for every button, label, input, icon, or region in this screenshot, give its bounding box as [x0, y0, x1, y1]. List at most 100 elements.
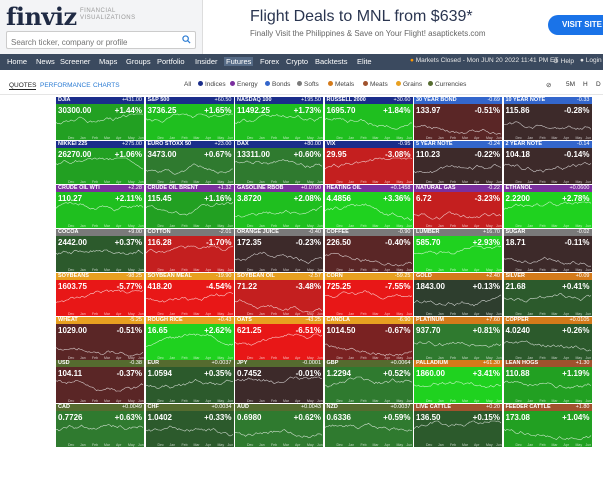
tile-soybean-oil[interactable]: SOYBEAN OIL -2.57 71.22 -3.48% Dec Jan Feb Mar A…: [235, 272, 323, 316]
filter-metals[interactable]: Metals: [328, 81, 354, 88]
tile-nikkei-225[interactable]: NIKKEI 225 +275.00 26270.00 +1.06% Dec Jan Feb…: [56, 140, 144, 184]
tile-euro-stoxx-50[interactable]: EURO STOXX 50 +23.00 3473.00 +0.67% Dec Jan Fe…: [145, 140, 234, 184]
filter-currencies[interactable]: Currencies: [428, 81, 466, 88]
tile-s-p-500[interactable]: S&P 500 +60.50 3736.25 +1.65% Dec Jan Feb Mar Ap…: [145, 97, 234, 140]
finviz-logo[interactable]: finviz: [6, 2, 77, 31]
axis-label: Feb: [450, 443, 457, 448]
nav-home[interactable]: Home: [7, 57, 28, 66]
tile-name: GASOLINE RBOB: [237, 184, 284, 191]
tile-rough-rice[interactable]: ROUGH RICE +0.43 16.65 +2.62% Dec Jan Feb Mar Ap…: [145, 316, 234, 360]
sparkline: [56, 113, 144, 125]
tile-aud[interactable]: AUD +0.0043 0.6980 +0.62% Dec Jan Feb Mar Apr May…: [235, 404, 323, 448]
tile-heating-oil[interactable]: HEATING OIL +0.1458 4.4856 +3.36% Dec Jan Feb M…: [324, 184, 413, 228]
bonds-dot-icon: [265, 81, 270, 86]
sparkline: [235, 333, 323, 346]
tile-natural-gas[interactable]: NATURAL GAS -0.22 6.72 -3.23% Dec Jan Feb Mar Ap…: [414, 184, 502, 228]
filter-meats[interactable]: Meats: [363, 81, 388, 88]
nav-futures[interactable]: Futures: [224, 57, 254, 66]
tile-10-year-note[interactable]: 10 YEAR NOTE -0.33 115.86 -0.28% Dec Jan Feb Ma…: [503, 97, 592, 140]
nav-portfolio[interactable]: Portfolio: [157, 57, 185, 66]
tile-gold[interactable]: GOLD +2.40 1843.00 +0.13% Dec Jan Feb Mar Apr May…: [414, 272, 502, 316]
tile-lumber[interactable]: LUMBER +16.70 585.70 +2.93% Dec Jan Feb Mar Apr M…: [414, 228, 502, 272]
tile-silver[interactable]: SILVER +0.09 21.68 +0.41% Dec Jan Feb Mar Apr May…: [503, 272, 592, 316]
tile-dax[interactable]: DAX +80.00 13311.00 +0.60% Dec Jan Feb Mar Apr Ma…: [235, 140, 323, 184]
tab-performance[interactable]: PERFORMANCE: [40, 82, 91, 89]
tile-live-cattle[interactable]: LIVE CATTLE +0.20 136.50 +0.15% Dec Jan Feb Mar…: [414, 404, 502, 448]
advertisement[interactable]: Flight Deals to MNL from $639* Finally V…: [250, 8, 486, 38]
nav-insider[interactable]: Insider: [195, 57, 218, 66]
tile-5-year-note[interactable]: 5 YEAR NOTE -0.24 110.23 -0.22% Dec Jan Feb Mar…: [414, 140, 502, 184]
tab-quotes[interactable]: QUOTES: [9, 82, 37, 90]
tile-soybean-meal[interactable]: SOYBEAN MEAL -19.90 418.20 -4.54% Dec Jan Feb M…: [145, 272, 234, 316]
tile-header: ROUGH RICE +0.43: [145, 316, 234, 324]
filter-grains[interactable]: Grains: [396, 81, 422, 88]
nav-backtests[interactable]: Backtests: [315, 57, 348, 66]
tile-gasoline-rbob[interactable]: GASOLINE RBOB +0.0790 3.8720 +2.08% Dec Jan Fe…: [235, 184, 323, 228]
axis-label: Feb: [271, 311, 278, 316]
filter-energy[interactable]: Energy: [230, 81, 258, 88]
search-input[interactable]: [7, 34, 177, 51]
nav-forex[interactable]: Forex: [260, 57, 280, 66]
nav-elite[interactable]: Elite: [357, 57, 372, 66]
axis-label: May: [307, 136, 314, 140]
tile-copper[interactable]: COPPER +0.0105 4.0240 +0.26% Dec Jan Feb Mar Apr…: [503, 316, 592, 360]
tile-sugar[interactable]: SUGAR -0.02 18.71 -0.11% Dec Jan Feb Mar Apr May J…: [503, 228, 592, 272]
tile-orange-juice[interactable]: ORANGE JUICE -0.40 172.35 -0.23% Dec Jan Feb Ma…: [235, 228, 323, 272]
tab-charts[interactable]: CHARTS: [93, 82, 120, 89]
tile-soybeans[interactable]: SOYBEANS -98.25 1603.75 -5.77% Dec Jan Feb Mar A…: [56, 272, 144, 316]
timeframe-h[interactable]: H: [583, 81, 588, 88]
timeframe-hidden-icon[interactable]: ⊘: [546, 82, 552, 89]
nav-crypto[interactable]: Crypto: [286, 57, 309, 66]
tile-usd[interactable]: USD -0.38 104.11 -0.37% Dec Jan Feb Mar Apr May Ju…: [56, 360, 144, 404]
timeframe-5m[interactable]: 5M: [566, 81, 576, 88]
tile-jpy[interactable]: JPY -0.0001 0.7452 -0.01% Dec Jan Feb Mar Apr May…: [235, 360, 323, 404]
tile-2-year-note[interactable]: 2 YEAR NOTE -0.14 104.18 -0.14% Dec Jan Feb Mar…: [503, 140, 592, 184]
tile-crude-oil-wti[interactable]: CRUDE OIL WTI +2.28 110.27 +2.11% Dec Jan Feb M…: [56, 184, 144, 228]
tile-crude-oil-brent[interactable]: CRUDE OIL BRENT +1.32 115.45 +1.16% Dec Jan Fe…: [145, 184, 234, 228]
tile-feeder-cattle[interactable]: FEEDER CATTLE +1.80 173.08 +1.04% Dec Jan Feb M…: [503, 404, 592, 448]
axis-label: May: [307, 267, 314, 272]
login-link[interactable]: ● Login: [580, 57, 602, 64]
tile-gbp[interactable]: GBP +0.0064 1.2294 +0.52% Dec Jan Feb Mar Apr May…: [324, 360, 413, 404]
tile-change: +1.32: [217, 184, 232, 191]
tile-chf[interactable]: CHF +0.0034 1.0402 +0.33% Dec Jan Feb Mar Apr May…: [145, 404, 234, 448]
tile-nasdaq-100[interactable]: NASDAQ 100 +195.50 11492.25 +1.73% Dec Jan Feb…: [235, 97, 323, 140]
tile-nzd[interactable]: NZD +0.0037 0.6336 +0.59% Dec Jan Feb Mar Apr May…: [324, 404, 413, 448]
tile-vix[interactable]: VIX -0.95 29.95 -3.08% Dec Jan Feb Mar Apr May Jun: [324, 140, 413, 184]
tile-djia[interactable]: DJIA +431.00 30300.00 +1.44% Dec Jan Feb Mar Apr…: [56, 97, 144, 140]
axis-label: May: [575, 311, 583, 316]
axis-label: Apr: [295, 179, 301, 184]
tile-ethanol[interactable]: ETHANOL +0.0600 2.2200 +2.78% Dec Jan Feb Mar Ap…: [503, 184, 592, 228]
timeframe-d[interactable]: D: [596, 81, 601, 88]
tile-wheat[interactable]: WHEAT -5.25 1029.00 -0.51% Dec Jan Feb Mar Apr Ma…: [56, 316, 144, 360]
nav-screener[interactable]: Screener: [60, 57, 91, 66]
tile-russell-2000[interactable]: RUSSELL 2000 +30.60 1695.70 +1.84% Dec Jan Feb…: [324, 97, 413, 140]
tile-oats[interactable]: OATS -43.25 621.25 -6.51% Dec Jan Feb Mar Apr May…: [235, 316, 323, 360]
sparkline: [414, 340, 502, 348]
filter-indices[interactable]: Indices: [198, 81, 226, 88]
tile-cad[interactable]: CAD +0.0049 0.7726 +0.63% Dec Jan Feb Mar Apr May…: [56, 404, 144, 448]
tile-eur[interactable]: EUR +0.0037 1.0594 +0.35% Dec Jan Feb Mar Apr May…: [145, 360, 234, 404]
tile-cocoa[interactable]: COCOA +9.00 2442.00 +0.37% Dec Jan Feb Mar Apr Ma…: [56, 228, 144, 272]
axis-label: Mar: [551, 267, 558, 272]
tile-30-year-bond[interactable]: 30 YEAR BOND -0.69 133.97 -0.51% Dec Jan Feb Ma…: [414, 97, 502, 140]
tile-percent: +1.19%: [562, 369, 590, 379]
tile-platinum[interactable]: PLATINUM +7.60 937.70 +0.81% Dec Jan Feb Mar Apr…: [414, 316, 502, 360]
search-icon[interactable]: [182, 35, 191, 44]
filter-softs[interactable]: Softs: [297, 81, 319, 88]
filter-bonds[interactable]: Bonds: [265, 81, 290, 88]
nav-groups[interactable]: Groups: [126, 57, 151, 66]
tile-corn[interactable]: CORN -59.25 725.25 -7.55% Dec Jan Feb Mar Apr May…: [324, 272, 413, 316]
visit-site-button[interactable]: VISIT SITE: [548, 15, 603, 35]
tile-name: USD: [58, 360, 70, 367]
tile-cotton[interactable]: COTTON -2.01 116.28 -1.70% Dec Jan Feb Mar Apr Ma…: [145, 228, 234, 272]
tile-lean-hogs[interactable]: LEAN HOGS +1.30 110.88 +1.19% Dec Jan Feb Mar Ap…: [503, 360, 592, 404]
tile-palladium[interactable]: PALLADIUM +61.30 1860.00 +3.41% Dec Jan Feb Mar…: [414, 360, 502, 404]
tile-canola[interactable]: CANOLA -6.90 1014.50 -0.67% Dec Jan Feb Mar Apr M…: [324, 316, 413, 360]
nav-news[interactable]: News: [36, 57, 55, 66]
ad-title[interactable]: Flight Deals to MNL from $639*: [250, 8, 473, 25]
help-link[interactable]: ⚙ Help: [553, 57, 574, 65]
tile-coffee[interactable]: COFFEE -0.90 226.50 -0.40% Dec Jan Feb Mar Apr Ma…: [324, 228, 413, 272]
filter-all[interactable]: All: [184, 81, 192, 88]
nav-maps[interactable]: Maps: [99, 57, 118, 66]
